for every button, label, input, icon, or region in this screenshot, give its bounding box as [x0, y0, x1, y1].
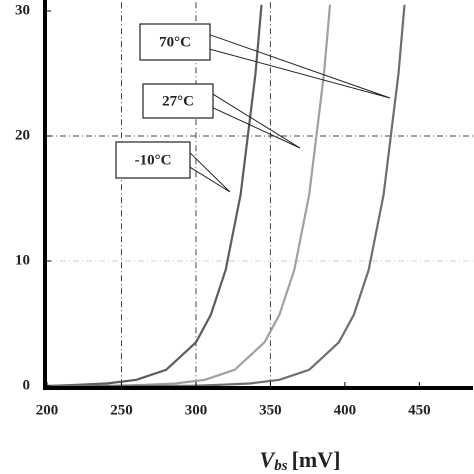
x-axis [43, 386, 473, 390]
line [46, 4, 406, 388]
x-tick-label: 200 [36, 402, 59, 418]
x-label-subscript: bs [274, 458, 288, 474]
x-tick-label: 400 [334, 402, 357, 418]
y-tick-label: 0 [23, 377, 31, 393]
annotation-box [115, 141, 191, 179]
annotation-label: -10°C [135, 152, 172, 168]
y-tick-label: 10 [15, 252, 30, 268]
annotation-label: 27°C [162, 93, 194, 109]
line [46, 4, 263, 388]
annotation-label: 70°C [159, 34, 191, 50]
x-tick-label: 450 [408, 402, 431, 418]
annotation-box [142, 83, 214, 119]
annotation-box [139, 23, 211, 61]
x-tick-label: 250 [110, 402, 133, 418]
x-label-symbol: V [260, 447, 277, 472]
x-tick-label: 300 [185, 402, 208, 418]
annotation-pointer [209, 34, 391, 99]
y-tick-label: 20 [15, 127, 30, 143]
y-axis [43, 0, 47, 390]
annotation-pointer [212, 93, 301, 149]
x-label-unit: [mV] [292, 447, 341, 472]
x-axis-label: Vbs [mV] [260, 447, 341, 474]
x-tick-label: 350 [259, 402, 282, 418]
y-tick-label: 30 [15, 2, 30, 18]
